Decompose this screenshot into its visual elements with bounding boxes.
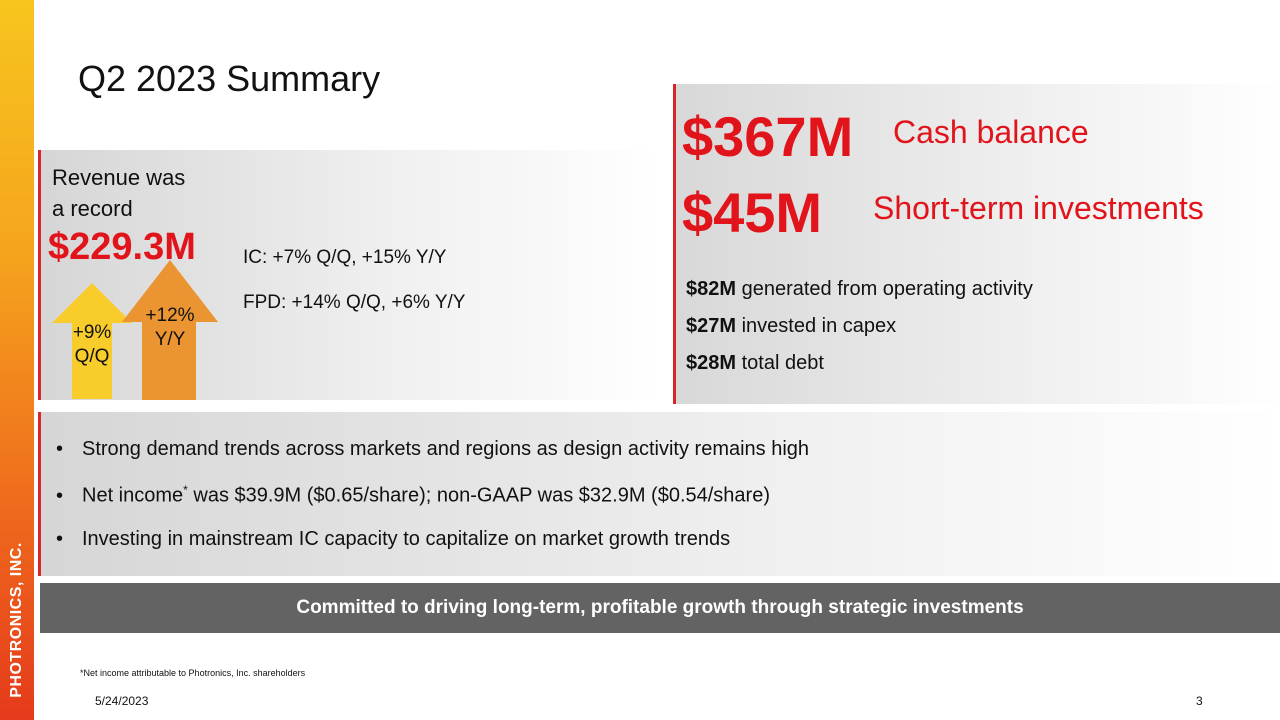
cash-balance-label: Cash balance bbox=[893, 114, 1089, 150]
highlight-text-net-income: Net income bbox=[82, 484, 184, 507]
fpd-growth-line: FPD: +14% Q/Q, +6% Y/Y bbox=[243, 292, 466, 313]
yy-arrow-line2: Y/Y bbox=[154, 329, 186, 350]
qq-arrow-line1: +9% bbox=[72, 322, 112, 343]
footnote: *Net income attributable to Photronics, … bbox=[80, 668, 306, 678]
revenue-heading: Revenue was a record bbox=[52, 162, 185, 224]
company-name: PHOTRONICS, INC. bbox=[8, 542, 25, 698]
footnote-marker: * bbox=[183, 483, 188, 497]
revenue-panel bbox=[38, 150, 661, 400]
qq-growth-arrow-icon: +9% Q/Q bbox=[52, 283, 132, 399]
yy-arrow-label: +12% Y/Y bbox=[122, 304, 218, 352]
cash-balance-value: $367M bbox=[682, 105, 854, 168]
revenue-heading-line2: a record bbox=[52, 196, 133, 221]
operating-cash-line: $82M generated from operating activity bbox=[686, 278, 1033, 301]
debt-line: $28M total debt bbox=[686, 352, 824, 375]
tagline-banner: Committed to driving long-term, profitab… bbox=[40, 583, 1280, 633]
debt-value: $28M bbox=[686, 352, 737, 374]
revenue-heading-line1: Revenue was bbox=[52, 165, 186, 190]
cash-panel bbox=[673, 84, 1280, 404]
yy-growth-arrow-icon: +12% Y/Y bbox=[122, 260, 218, 400]
qq-arrow-shape bbox=[52, 283, 132, 399]
bullet-marker: • bbox=[56, 484, 64, 507]
qq-arrow-label: +9% Q/Q bbox=[52, 321, 132, 369]
brand-sidebar: PHOTRONICS, INC. bbox=[0, 0, 34, 720]
slide-title: Q2 2023 Summary bbox=[78, 58, 381, 99]
highlight-text-demand: Strong demand trends across markets and … bbox=[82, 438, 810, 460]
operating-cash-value: $82M bbox=[686, 278, 737, 300]
capex-line: $27M invested in capex bbox=[686, 315, 896, 338]
yy-arrow-shape bbox=[122, 260, 218, 400]
yy-arrow-line1: +12% bbox=[145, 305, 195, 326]
revenue-value: $229.3M bbox=[48, 226, 196, 268]
slide-date: 5/24/2023 bbox=[95, 694, 149, 708]
operating-cash-text: generated from operating activity bbox=[736, 278, 1033, 300]
highlights-panel bbox=[38, 412, 1280, 576]
capex-text: invested in capex bbox=[736, 315, 897, 337]
ic-growth-line: IC: +7% Q/Q, +15% Y/Y bbox=[243, 247, 447, 268]
highlight-item: • Investing in mainstream IC capacity to … bbox=[56, 528, 730, 551]
short-term-investments-value: $45M bbox=[682, 181, 823, 244]
tagline-text: Committed to driving long-term, profitab… bbox=[296, 597, 1024, 618]
qq-arrow-line2: Q/Q bbox=[74, 346, 110, 367]
bullet-marker: • bbox=[56, 528, 64, 550]
bullet-marker: • bbox=[56, 438, 64, 460]
highlight-item: • Net income* was $39.9M ($0.65/share); n… bbox=[56, 483, 770, 508]
highlight-text-net-income-detail: was $39.9M ($0.65/share); non-GAAP was $… bbox=[187, 484, 770, 507]
debt-text: total debt bbox=[736, 352, 824, 374]
capex-value: $27M bbox=[686, 315, 737, 337]
short-term-investments-label: Short-term investments bbox=[873, 190, 1204, 226]
page-number: 3 bbox=[1196, 694, 1203, 708]
highlight-item: • Strong demand trends across markets and… bbox=[56, 438, 809, 461]
highlight-text-investing: Investing in mainstream IC capacity to c… bbox=[82, 528, 731, 550]
